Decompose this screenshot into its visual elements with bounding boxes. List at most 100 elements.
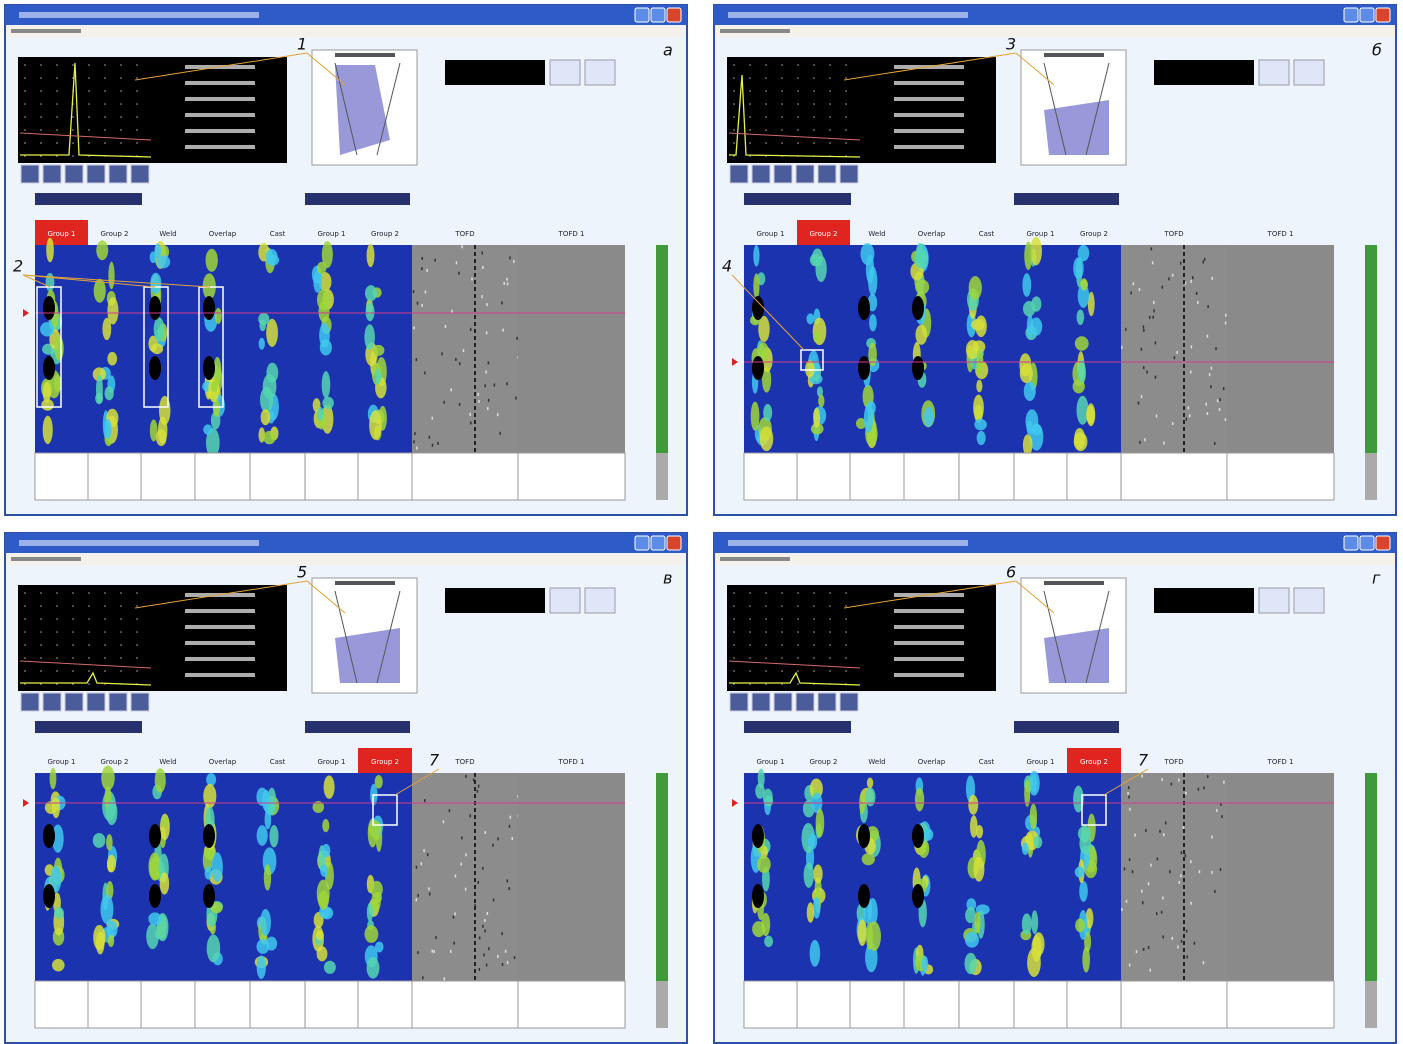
tab-label[interactable]: Overlap — [918, 758, 946, 766]
nav-button[interactable] — [796, 693, 814, 711]
tab-label[interactable]: Overlap — [918, 230, 946, 238]
tab-label[interactable]: Group 1 — [757, 758, 785, 766]
tofd-noise — [1126, 900, 1128, 903]
tab-label[interactable]: Weld — [159, 230, 176, 238]
tab-label[interactable]: Group 2 — [810, 758, 838, 766]
tofd-noise — [455, 358, 457, 361]
angle-button[interactable] — [550, 588, 580, 613]
nav-button[interactable] — [87, 693, 105, 711]
nav-button[interactable] — [131, 693, 149, 711]
tab-label[interactable]: Group 1 — [48, 758, 76, 766]
window-button[interactable] — [1376, 536, 1390, 550]
tab-label[interactable]: TOFD 1 — [558, 230, 585, 238]
grid-dot — [40, 644, 42, 646]
window-button[interactable] — [651, 536, 665, 550]
tab-label[interactable]: Group 1 — [318, 230, 346, 238]
tab-label[interactable]: TOFD — [454, 758, 474, 766]
tab-label[interactable]: Weld — [159, 758, 176, 766]
grid-dot — [765, 631, 767, 633]
tab-label[interactable]: Group 2 — [371, 758, 399, 766]
tab-label[interactable]: TOFD 1 — [1267, 230, 1294, 238]
angle-button[interactable] — [1259, 60, 1289, 85]
nav-button[interactable] — [87, 165, 105, 183]
tofd-noise — [1177, 946, 1179, 949]
nav-button[interactable] — [818, 165, 836, 183]
window-button[interactable] — [1360, 8, 1374, 22]
angle-button[interactable] — [585, 588, 615, 613]
nav-button[interactable] — [131, 165, 149, 183]
nav-button[interactable] — [774, 165, 792, 183]
nav-button[interactable] — [21, 693, 39, 711]
tab-label[interactable]: TOFD — [1163, 758, 1183, 766]
window-button[interactable] — [667, 8, 681, 22]
nav-button[interactable] — [65, 165, 83, 183]
echo — [763, 404, 772, 421]
echo — [96, 375, 103, 403]
window-button[interactable] — [1344, 536, 1358, 550]
nav-button[interactable] — [818, 693, 836, 711]
echo — [322, 819, 329, 832]
angle-box — [445, 60, 545, 85]
tab-label[interactable]: Group 1 — [48, 230, 76, 238]
tab-label[interactable]: Group 2 — [371, 230, 399, 238]
tofd-noise — [508, 887, 510, 890]
window-button[interactable] — [635, 8, 649, 22]
angle-button[interactable] — [550, 60, 580, 85]
tab-label[interactable]: Cast — [979, 230, 995, 238]
grid-dot — [56, 670, 58, 672]
tab-label[interactable]: Weld — [868, 230, 885, 238]
window-button[interactable] — [1360, 536, 1374, 550]
nav-button[interactable] — [109, 165, 127, 183]
measure-line — [894, 625, 964, 629]
tofd-noise — [1203, 786, 1205, 789]
tab-label[interactable]: Group 2 — [101, 230, 129, 238]
tab-label[interactable]: Group 1 — [318, 758, 346, 766]
tab-label[interactable]: Overlap — [209, 758, 237, 766]
tab-label[interactable]: Overlap — [209, 230, 237, 238]
tofd-noise — [469, 413, 471, 416]
tofd-noise — [425, 290, 427, 293]
window-button[interactable] — [651, 8, 665, 22]
angle-button[interactable] — [1294, 60, 1324, 85]
tab-label[interactable]: TOFD 1 — [1267, 758, 1294, 766]
grid-dot — [749, 670, 751, 672]
tab-label[interactable]: Group 2 — [1080, 758, 1108, 766]
callout-number: 4 — [722, 257, 732, 276]
nav-button[interactable] — [21, 165, 39, 183]
angle-button[interactable] — [1259, 588, 1289, 613]
grid-dot — [733, 142, 735, 144]
nav-button[interactable] — [65, 693, 83, 711]
tab-label[interactable]: Cast — [270, 230, 286, 238]
tab-label[interactable]: Group 1 — [1027, 230, 1055, 238]
tab-label[interactable]: TOFD — [454, 230, 474, 238]
grid-dot — [24, 618, 26, 620]
grid-dot — [104, 644, 106, 646]
tab-label[interactable]: Group 2 — [1080, 230, 1108, 238]
nav-button[interactable] — [752, 165, 770, 183]
window-button[interactable] — [667, 536, 681, 550]
tab-label[interactable]: Weld — [868, 758, 885, 766]
nav-button[interactable] — [796, 165, 814, 183]
tab-label[interactable]: Group 1 — [1027, 758, 1055, 766]
nav-button[interactable] — [730, 693, 748, 711]
window-button[interactable] — [1344, 8, 1358, 22]
nav-button[interactable] — [774, 693, 792, 711]
tab-label[interactable]: TOFD 1 — [558, 758, 585, 766]
angle-button[interactable] — [1294, 588, 1324, 613]
tab-label[interactable]: Cast — [979, 758, 995, 766]
window-button[interactable] — [1376, 8, 1390, 22]
nav-button[interactable] — [730, 165, 748, 183]
tab-label[interactable]: Cast — [270, 758, 286, 766]
nav-button[interactable] — [752, 693, 770, 711]
nav-button[interactable] — [109, 693, 127, 711]
nav-button[interactable] — [43, 693, 61, 711]
tab-label[interactable]: Group 2 — [101, 758, 129, 766]
window-button[interactable] — [635, 536, 649, 550]
tab-label[interactable]: TOFD — [1163, 230, 1183, 238]
nav-button[interactable] — [43, 165, 61, 183]
angle-button[interactable] — [585, 60, 615, 85]
tab-label[interactable]: Group 1 — [757, 230, 785, 238]
nav-button[interactable] — [840, 165, 858, 183]
tab-label[interactable]: Group 2 — [810, 230, 838, 238]
nav-button[interactable] — [840, 693, 858, 711]
